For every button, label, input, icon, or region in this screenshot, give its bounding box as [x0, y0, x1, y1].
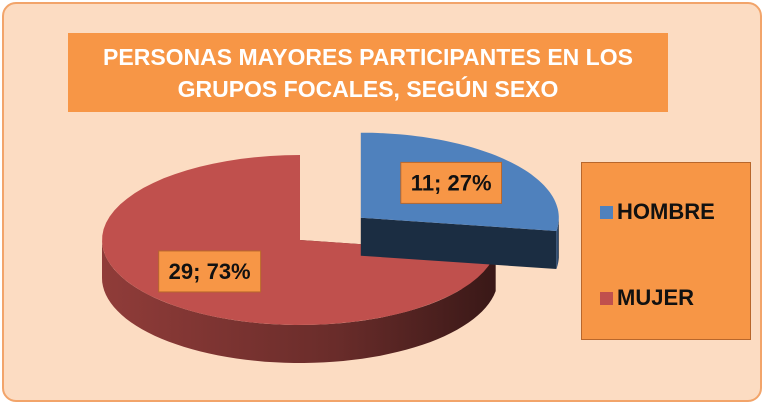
slice-side: [102, 240, 496, 363]
legend-entry: MUJER: [600, 285, 694, 311]
chart-title: PERSONAS MAYORES PARTICIPANTES EN LOS GR…: [68, 33, 668, 112]
legend-swatch: [600, 291, 613, 305]
legend-label: MUJER: [617, 285, 695, 310]
data-label: 29; 73%: [169, 259, 251, 284]
slice-cut-face: [360, 217, 557, 269]
legend-entry: HOMBRE: [600, 199, 715, 225]
data-label-box: [400, 161, 503, 204]
legend-label: HOMBRE: [617, 199, 715, 224]
data-label-box: [158, 250, 262, 293]
slice-side: [556, 217, 559, 269]
legend: HOMBRE MUJER: [581, 162, 751, 340]
data-label: 11; 27%: [411, 170, 492, 195]
legend-swatch: [600, 205, 613, 219]
